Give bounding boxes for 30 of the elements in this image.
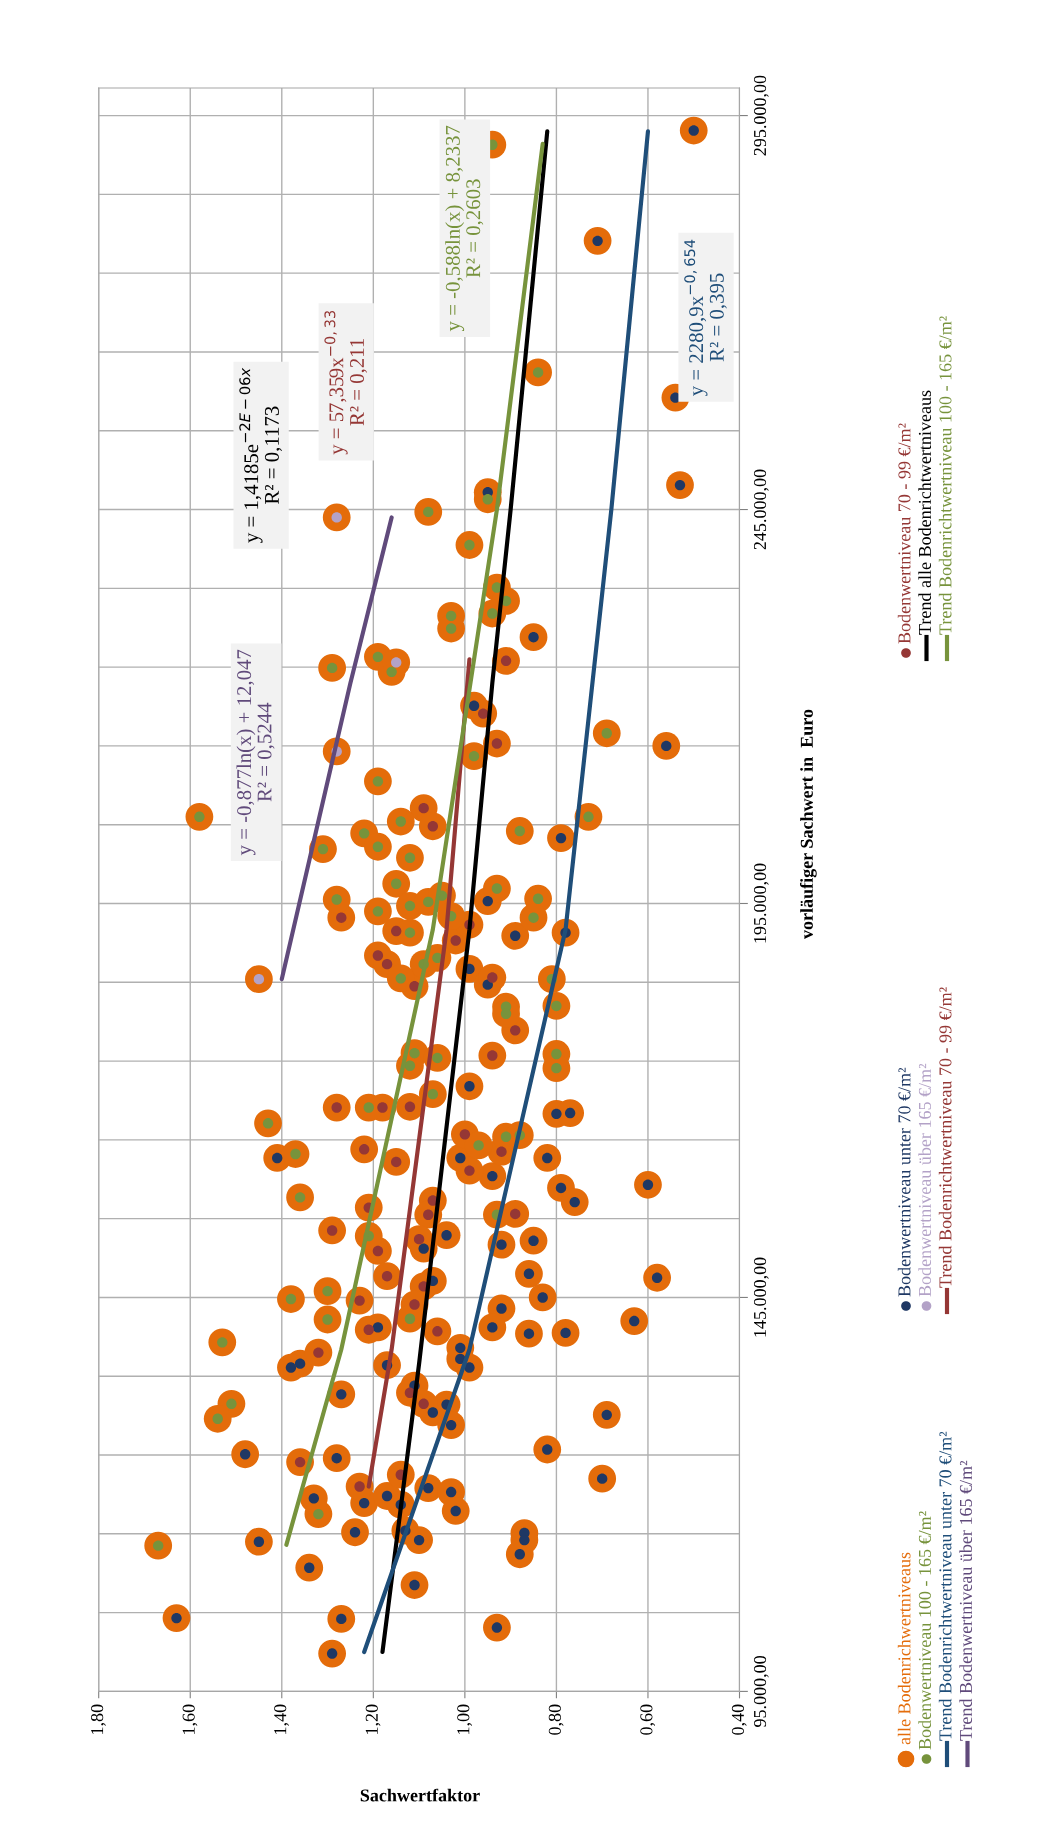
x-axis-title: Sachwertfaktor	[360, 1788, 480, 1802]
x-tick-label: 0,40	[731, 1704, 747, 1735]
x-tick-label: 1,40	[274, 1704, 289, 1734]
text: Bodenwertniveau unter 70 €/m²	[897, 1067, 911, 1297]
annotation: y = 2280,9x$^{−0,654}$ R² = 0,395	[684, 239, 727, 396]
y-tick-label: 245.000,00	[753, 469, 769, 550]
text: Bodenwertniveau 100 - 165 €/m²	[918, 1511, 932, 1750]
text: Trend Bodenwertniveau über 165 €/m²	[959, 1460, 973, 1741]
text: Trend Bodenrichtwertniveau 100 - 165 €/m²	[938, 316, 952, 635]
text: Bodenwertniveau über 165 €/m²	[918, 1063, 932, 1297]
y-tick-label: 195.000,00	[753, 863, 769, 943]
text: Trend Bodenrichtwertniveau 70 - 99 €/m²	[938, 987, 952, 1288]
y-tick-label: 95.000,00	[753, 1655, 769, 1727]
y-tick-label: 295.000,00	[753, 75, 769, 156]
y-axis-title: vorläufiger Sachwert in Euro	[800, 709, 817, 940]
x-tick-label: 1,20	[365, 1704, 381, 1734]
x-tick-label: 1,80	[91, 1704, 106, 1734]
x-tick-label: 1,60	[182, 1704, 198, 1734]
x-tick-label: 0,80	[548, 1704, 564, 1735]
text: Trend alle Bodenrichtwertniveaus	[918, 390, 932, 635]
text: Bodenwertniveau 70 - 99 €/m²	[897, 423, 911, 644]
y-tick-label: 145.000,00	[753, 1257, 769, 1337]
annotation: y = -0,877ln(x) + 12,047 R² = 0,5244	[236, 649, 275, 856]
annotation: y = 1,4185e$^{−2E−06x}$ R² = 0,1173	[239, 367, 282, 543]
text: alle Bodenrichwertniveaus	[897, 1552, 911, 1745]
x-tick-label: 0,60	[640, 1704, 656, 1735]
annotation: y = -0,588ln(x) + 8,2337 R² = 0,2603	[445, 125, 484, 332]
text: Trend Bodenrichtwertniveau unter 70 €/m²	[938, 1431, 952, 1741]
x-tick-label: 1,00	[457, 1704, 472, 1734]
annotation: y = 57,359x$^{−0,33}$ R² = 0,211	[324, 310, 368, 455]
